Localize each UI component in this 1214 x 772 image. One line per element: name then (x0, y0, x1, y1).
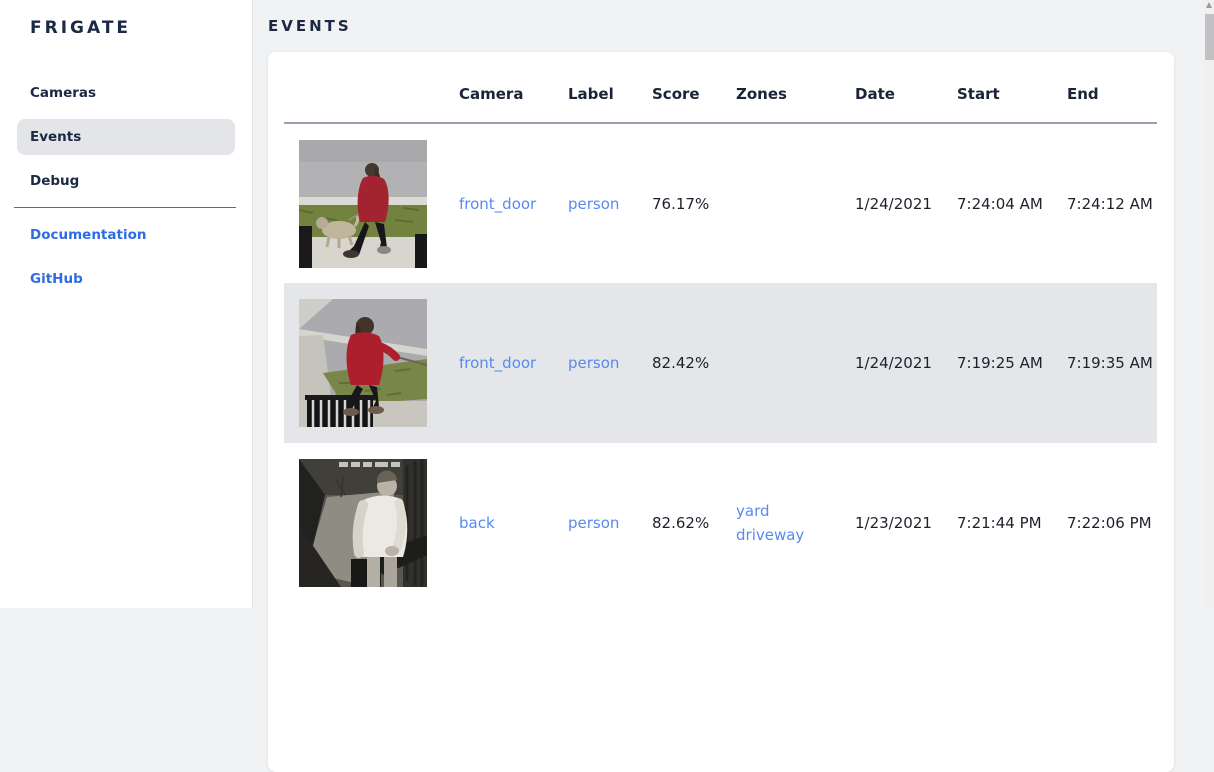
date-cell: 1/24/2021 (855, 283, 957, 443)
event-thumbnail[interactable] (299, 139, 427, 268)
camera-link[interactable]: back (459, 514, 495, 532)
column-header-start: Start (957, 52, 1067, 124)
event-thumbnail[interactable] (299, 299, 427, 427)
column-header-label: Label (568, 52, 652, 124)
camera-cell: front_door (459, 123, 568, 283)
score-cell: 82.42% (652, 283, 736, 443)
event-row[interactable]: back person 82.62% yard driveway 1/23/20… (284, 443, 1157, 603)
scroll-up-arrow-icon[interactable] (1206, 2, 1212, 8)
page-scrollbar[interactable] (1205, 0, 1214, 608)
score-cell: 82.62% (652, 514, 710, 532)
zones-cell: yard driveway (736, 443, 855, 603)
column-header-thumbnail (284, 52, 459, 124)
end-cell: 7:22:06 PM (1067, 514, 1152, 532)
zones-cell (736, 283, 855, 443)
score-cell: 76.17% (652, 194, 710, 213)
thumbnail-cell (284, 123, 459, 283)
page-title: EVENTS (268, 17, 352, 35)
column-header-end: End (1067, 52, 1157, 124)
thumbnail-cell (284, 443, 459, 603)
sidebar-nav: Cameras Events Debug Documentation GitHu… (0, 71, 252, 301)
date-cell: 1/23/2021 (855, 514, 932, 532)
column-header-zones: Zones (736, 52, 855, 124)
end-cell: 7:24:12 AM (1067, 194, 1153, 213)
camera-cell: front_door (459, 283, 568, 443)
date-cell: 1/24/2021 (855, 194, 932, 213)
sidebar-item-events[interactable]: Events (17, 119, 235, 155)
event-row[interactable]: front_door person 82.42% 1/24/2021 7:19:… (284, 283, 1157, 443)
start-cell: 7:24:04 AM (957, 194, 1043, 213)
camera-link[interactable]: front_door (459, 194, 537, 213)
main-content: EVENTS Camera Label Score Zones Date Sta… (253, 0, 1214, 772)
label-link[interactable]: person (568, 194, 620, 213)
sidebar-link-documentation[interactable]: Documentation (30, 227, 147, 243)
sidebar: FRIGATE Cameras Events Debug Documentati… (0, 0, 253, 608)
events-card: Camera Label Score Zones Date Start End (268, 52, 1174, 772)
events-table: Camera Label Score Zones Date Start End (284, 52, 1157, 603)
zone-link-yard[interactable]: yard (736, 502, 770, 520)
label-link[interactable]: person (568, 354, 620, 372)
label-link[interactable]: person (568, 514, 620, 532)
sidebar-link-github[interactable]: GitHub (30, 271, 83, 287)
end-cell: 7:19:35 AM (1067, 283, 1157, 443)
camera-cell: back (459, 443, 568, 603)
sidebar-divider (14, 207, 236, 208)
column-header-score: Score (652, 52, 736, 124)
thumbnail-cell (284, 283, 459, 443)
event-row[interactable]: front_door person 76.17% 1/24/2021 7:24:… (284, 123, 1157, 283)
event-thumbnail[interactable] (299, 459, 427, 587)
label-cell: person (568, 443, 652, 603)
start-cell: 7:19:25 AM (957, 283, 1067, 443)
column-header-date: Date (855, 52, 957, 124)
camera-link[interactable]: front_door (459, 354, 537, 372)
table-header-row: Camera Label Score Zones Date Start End (284, 52, 1157, 124)
sidebar-item-cameras[interactable]: Cameras (30, 85, 97, 101)
sidebar-item-debug[interactable]: Debug (30, 173, 80, 189)
zone-link-driveway[interactable]: driveway (736, 526, 805, 544)
start-cell: 7:21:44 PM (957, 514, 1042, 532)
column-header-camera: Camera (459, 52, 568, 124)
app-logo[interactable]: FRIGATE (30, 18, 132, 38)
label-cell: person (568, 283, 652, 443)
label-cell: person (568, 123, 652, 283)
scrollbar-thumb[interactable] (1205, 14, 1214, 60)
zones-cell (736, 123, 855, 283)
